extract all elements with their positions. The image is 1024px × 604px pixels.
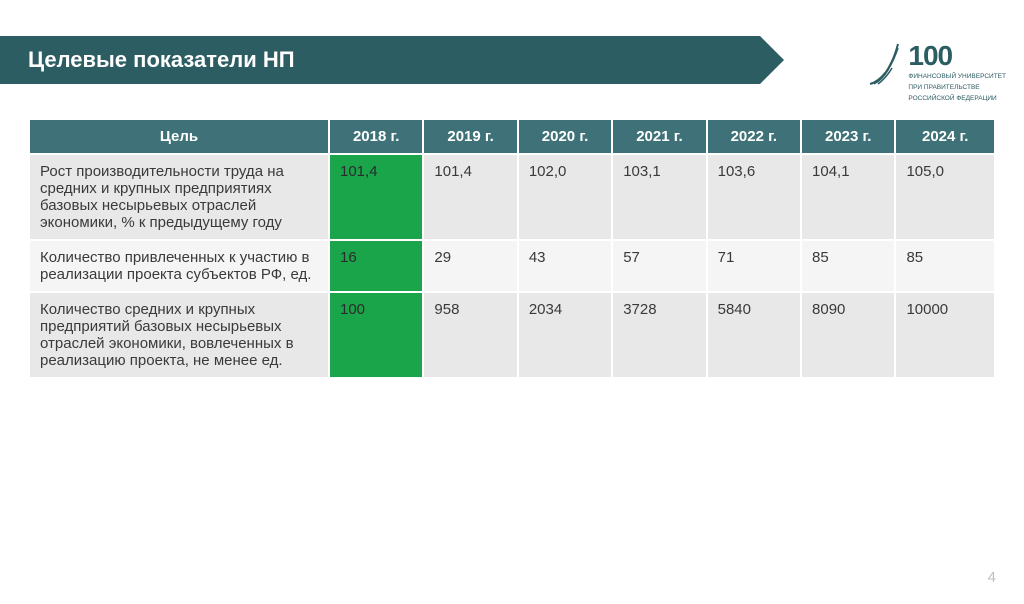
- cell-value: 2034: [518, 292, 612, 378]
- cell-value: 10000: [895, 292, 995, 378]
- cell-value: 958: [423, 292, 517, 378]
- logo-sub-1: ФИНАНСОВЫЙ УНИВЕРСИТЕТ: [908, 73, 1006, 81]
- cell-value: 43: [518, 240, 612, 292]
- col-2018: 2018 г.: [329, 119, 423, 154]
- logo-text: 100 ФИНАНСОВЫЙ УНИВЕРСИТЕТ ПРИ ПРАВИТЕЛЬ…: [908, 42, 1006, 102]
- cell-value: 101,4: [423, 154, 517, 240]
- cell-value: 85: [895, 240, 995, 292]
- header-bar: Целевые показатели НП 100 ФИНАНСОВЫЙ УНИ…: [0, 30, 1024, 90]
- logo-number: 100: [908, 42, 1006, 70]
- cell-value: 85: [801, 240, 895, 292]
- cell-label: Количество средних и крупных предприятий…: [29, 292, 329, 378]
- cell-value: 29: [423, 240, 517, 292]
- logo-sub-3: РОССИЙСКОЙ ФЕДЕРАЦИИ: [908, 95, 1006, 103]
- col-2023: 2023 г.: [801, 119, 895, 154]
- col-2024: 2024 г.: [895, 119, 995, 154]
- table-row: Количество привлеченных к участию в реал…: [29, 240, 995, 292]
- logo-sub-2: ПРИ ПРАВИТЕЛЬСТВЕ: [908, 84, 1006, 92]
- page-title: Целевые показатели НП: [28, 47, 295, 73]
- cell-value: 71: [707, 240, 801, 292]
- logo: 100 ФИНАНСОВЫЙ УНИВЕРСИТЕТ ПРИ ПРАВИТЕЛЬ…: [868, 42, 1006, 102]
- logo-swoosh-icon: [868, 42, 902, 91]
- cell-value: 100: [329, 292, 423, 378]
- cell-value: 101,4: [329, 154, 423, 240]
- cell-value: 103,6: [707, 154, 801, 240]
- cell-value: 57: [612, 240, 706, 292]
- cell-value: 103,1: [612, 154, 706, 240]
- cell-value: 104,1: [801, 154, 895, 240]
- cell-value: 102,0: [518, 154, 612, 240]
- col-goal: Цель: [29, 119, 329, 154]
- cell-label: Рост производительности труда на средних…: [29, 154, 329, 240]
- cell-value: 16: [329, 240, 423, 292]
- cell-value: 3728: [612, 292, 706, 378]
- cell-value: 105,0: [895, 154, 995, 240]
- col-2021: 2021 г.: [612, 119, 706, 154]
- col-2020: 2020 г.: [518, 119, 612, 154]
- table-row: Количество средних и крупных предприятий…: [29, 292, 995, 378]
- table-body: Рост производительности труда на средних…: [29, 154, 995, 378]
- col-2019: 2019 г.: [423, 119, 517, 154]
- targets-table: Цель 2018 г. 2019 г. 2020 г. 2021 г. 202…: [28, 118, 996, 379]
- cell-value: 8090: [801, 292, 895, 378]
- col-2022: 2022 г.: [707, 119, 801, 154]
- table-container: Цель 2018 г. 2019 г. 2020 г. 2021 г. 202…: [0, 90, 1024, 379]
- table-row: Рост производительности труда на средних…: [29, 154, 995, 240]
- title-ribbon: Целевые показатели НП: [0, 36, 760, 84]
- page-number: 4: [988, 569, 996, 586]
- cell-value: 5840: [707, 292, 801, 378]
- table-header-row: Цель 2018 г. 2019 г. 2020 г. 2021 г. 202…: [29, 119, 995, 154]
- cell-label: Количество привлеченных к участию в реал…: [29, 240, 329, 292]
